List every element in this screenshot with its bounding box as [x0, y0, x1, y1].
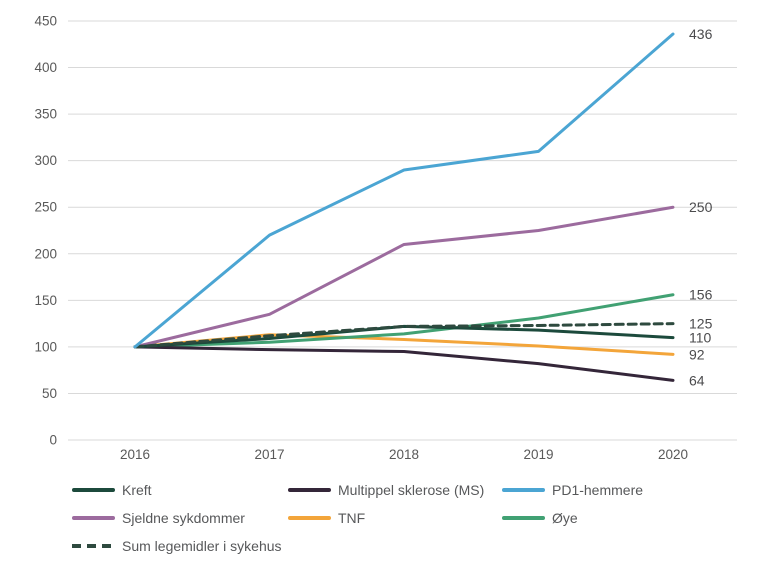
- legend-label: Øye: [552, 510, 578, 526]
- end-value-label-oye: 156: [689, 287, 713, 303]
- legend-swatch-kreft: [72, 488, 115, 492]
- legend-item-sum-legemidler-i-sykehus: Sum legemidler i sykehus: [72, 537, 288, 555]
- legend-swatch-sum-legemidler-i-sykehus: [72, 544, 115, 548]
- legend-swatch-oye: [502, 516, 545, 520]
- series-line-sum-legemidler-i-sykehus: [133, 322, 675, 349]
- legend-swatch-sjeldne-sykdommer: [72, 516, 115, 520]
- end-value-label-multippel-sklerose-ms: 64: [689, 372, 705, 388]
- x-axis-label: 2019: [523, 447, 553, 462]
- x-axis-label: 2017: [254, 447, 284, 462]
- series-line-sjeldne-sykdommer: [133, 205, 675, 349]
- x-axis-label: 2020: [658, 447, 688, 462]
- legend-swatch-pd1-hemmere: [502, 488, 545, 492]
- y-axis-tick: 300: [34, 153, 57, 168]
- y-axis-tick: 250: [34, 200, 57, 215]
- series-line-pd1-hemmere: [133, 32, 675, 349]
- x-axis-label: 2018: [389, 447, 419, 462]
- y-axis-tick: 400: [34, 60, 57, 75]
- end-value-label-kreft: 110: [689, 330, 712, 346]
- legend-item-multippel-sklerose-ms: Multippel sklerose (MS): [288, 481, 502, 499]
- legend-swatch-tnf: [288, 516, 331, 520]
- series-line-oye: [133, 293, 675, 349]
- series-line-kreft: [133, 324, 675, 349]
- end-value-label-sum-legemidler-i-sykehus: 125: [689, 316, 713, 332]
- legend-item-oye: Øye: [502, 509, 758, 527]
- y-axis-tick: 0: [49, 433, 57, 448]
- legend-item-tnf: TNF: [288, 509, 502, 527]
- legend-label: TNF: [338, 510, 366, 526]
- legend-item-kreft: Kreft: [72, 481, 288, 499]
- legend-label: Sum legemidler i sykehus: [122, 538, 282, 554]
- legend-label: Multippel sklerose (MS): [338, 482, 485, 498]
- line-chart: 0 50 100 150 200 250 300 350 400 450 2016 2017 2018 2…: [34, 14, 737, 462]
- legend-label: Sjeldne sykdommer: [122, 510, 245, 526]
- legend-label: Kreft: [122, 482, 152, 498]
- chart-legend: Kreft Multippel sklerose (MS) PD1-hemmere S…: [72, 481, 758, 555]
- series-line-multippel-sklerose-ms: [133, 345, 675, 382]
- y-axis-tick: 100: [34, 339, 57, 354]
- end-value-label-pd1-hemmere: 436: [689, 26, 713, 42]
- y-axis-tick: 150: [34, 293, 57, 308]
- y-axis-tick: 200: [34, 246, 57, 261]
- y-axis-tick: 50: [42, 386, 57, 401]
- legend-label: PD1-hemmere: [552, 482, 644, 498]
- x-axis-label: 2016: [120, 447, 150, 462]
- legend-item-sjeldne-sykdommer: Sjeldne sykdommer: [72, 509, 288, 527]
- legend-swatch-multippel-sklerose-ms: [288, 488, 331, 492]
- chart-area: 0 50 100 150 200 250 300 350 400 450 2016 2017 2018 2…: [34, 14, 737, 462]
- legend-item-pd1-hemmere: PD1-hemmere: [502, 481, 758, 499]
- end-value-label-tnf: 92: [689, 346, 705, 362]
- y-axis-tick: 450: [34, 14, 57, 29]
- y-axis-tick: 350: [34, 107, 57, 122]
- end-value-label-sjeldne-sykdommer: 250: [689, 199, 713, 215]
